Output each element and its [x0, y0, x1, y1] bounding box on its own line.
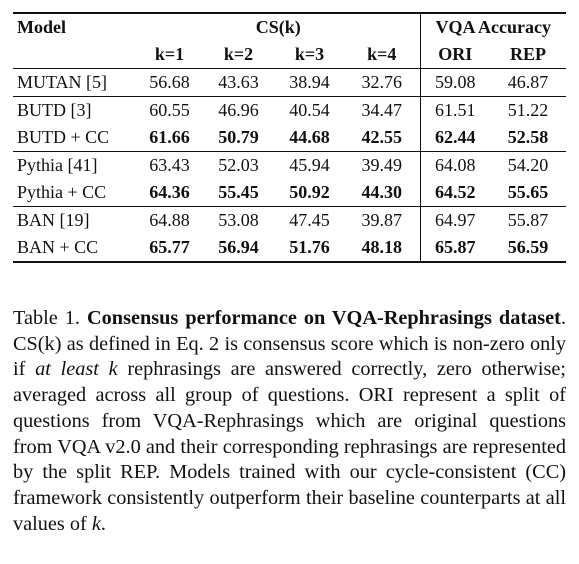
header-model: Model — [13, 12, 137, 41]
header-k3: k=3 — [294, 44, 325, 64]
value-cell: 38.94 — [275, 68, 344, 97]
value-cell: 48.18 — [344, 234, 421, 263]
value-cell: 64.08 — [420, 151, 491, 179]
caption-text-3: . — [100, 512, 106, 535]
header-row-2: k=1 k=2 k=3 k=4 ORI REP — [13, 41, 566, 69]
value-cell: 65.87 — [420, 234, 491, 263]
caption-title: Consensus performance on VQA-Rephrasings… — [87, 307, 561, 329]
results-table: Model CS(k) VQA Accuracy k=1 k=2 k=3 k=4… — [13, 12, 567, 263]
model-name-cell: Pythia [41] — [13, 151, 137, 179]
model-name-cell: Pythia + CC — [17, 182, 107, 202]
caption-text-1: CS(k) as defined in Eq. 2 is consensus s… — [13, 332, 566, 381]
header-k2: k=2 — [223, 44, 254, 64]
model-name-cell: BUTD [3] — [13, 96, 137, 124]
value-cell: 46.96 — [202, 96, 275, 124]
value-cell: 56.94 — [202, 234, 275, 263]
value-cell: 55.65 — [507, 182, 549, 202]
results-table-container: Model CS(k) VQA Accuracy k=1 k=2 k=3 k=4… — [13, 12, 567, 263]
value-cell: 55.45 — [218, 182, 259, 202]
value-cell: 65.77 — [137, 234, 202, 263]
value-cell: 62.44 — [435, 127, 476, 147]
value-cell: 64.88 — [137, 206, 202, 234]
value-cell: 42.55 — [344, 124, 421, 152]
model-name-cell: MUTAN [5] — [13, 68, 137, 97]
header-rep: REP — [510, 44, 547, 64]
header-cs-group: CS(k) — [137, 12, 421, 41]
value-cell: 40.54 — [275, 96, 344, 124]
header-vqa-group: VQA Accuracy — [420, 12, 567, 41]
caption-emphasis-1: at least k — [35, 358, 118, 381]
value-cell: 34.47 — [344, 96, 421, 124]
value-cell: 51.22 — [490, 96, 567, 124]
header-k1: k=1 — [154, 44, 185, 64]
table-row: Pythia [41] 63.43 52.03 45.94 39.49 64.08 54.2… — [13, 151, 567, 179]
value-cell: 52.03 — [202, 151, 275, 179]
value-cell: 55.87 — [490, 206, 567, 234]
table-row: MUTAN [5] 56.68 43.63 38.94 32.76 59.08 46.87 — [13, 68, 567, 97]
table-row: BUTD + CC 61.66 50.79 44.68 42.55 62.44 52.58 — [13, 124, 566, 152]
value-cell: 50.92 — [289, 182, 330, 202]
value-cell: 43.63 — [202, 68, 275, 97]
caption-label: Table 1. — [13, 307, 80, 329]
header-k4: k=4 — [344, 41, 421, 69]
value-cell: 54.20 — [490, 151, 567, 179]
value-cell: 44.68 — [289, 127, 330, 147]
caption-emphasis-2: k — [91, 512, 101, 535]
table-body: MUTAN [5] 56.68 43.63 38.94 32.76 59.08 46.87 B… — [13, 68, 567, 263]
table-row: Pythia + CC 64.36 55.45 50.92 44.30 64.52 55.6… — [13, 179, 566, 207]
value-cell: 50.79 — [218, 127, 259, 147]
value-cell: 61.51 — [420, 96, 491, 124]
table-row: BAN + CC 65.77 56.94 51.76 48.18 65.87 56.59 — [13, 234, 567, 263]
value-cell: 64.52 — [435, 182, 476, 202]
model-name-cell: BUTD + CC — [17, 127, 110, 147]
value-cell: 56.68 — [137, 68, 202, 97]
value-cell: 45.94 — [275, 151, 344, 179]
header-row-1: Model CS(k) VQA Accuracy — [13, 12, 567, 41]
table-row: BUTD [3] 60.55 46.96 40.54 34.47 61.51 51.22 — [13, 96, 567, 124]
caption-title-end: . — [560, 307, 566, 329]
table-caption: Table 1. Consensus performance on VQA-Re… — [13, 306, 566, 537]
value-cell: 53.08 — [202, 206, 275, 234]
value-cell: 47.45 — [275, 206, 344, 234]
table-row: BAN [19] 64.88 53.08 47.45 39.87 64.97 55.87 — [13, 206, 567, 234]
model-name-cell: BAN + CC — [13, 234, 137, 263]
value-cell: 46.87 — [490, 68, 567, 97]
value-cell: 32.76 — [344, 68, 421, 97]
value-cell: 60.55 — [137, 96, 202, 124]
header-ori: ORI — [438, 44, 473, 64]
value-cell: 56.59 — [490, 234, 567, 263]
value-cell: 64.97 — [420, 206, 491, 234]
caption-text-2: rephrasings are answered correctly, zero… — [13, 358, 566, 535]
value-cell: 63.43 — [137, 151, 202, 179]
model-name-cell: BAN [19] — [13, 206, 137, 234]
value-cell: 64.36 — [149, 182, 190, 202]
value-cell: 59.08 — [420, 68, 491, 97]
value-cell: 39.49 — [344, 151, 421, 179]
value-cell: 61.66 — [149, 127, 190, 147]
value-cell: 51.76 — [275, 234, 344, 263]
value-cell: 39.87 — [344, 206, 421, 234]
value-cell: 44.30 — [344, 179, 421, 207]
value-cell: 52.58 — [507, 127, 549, 147]
